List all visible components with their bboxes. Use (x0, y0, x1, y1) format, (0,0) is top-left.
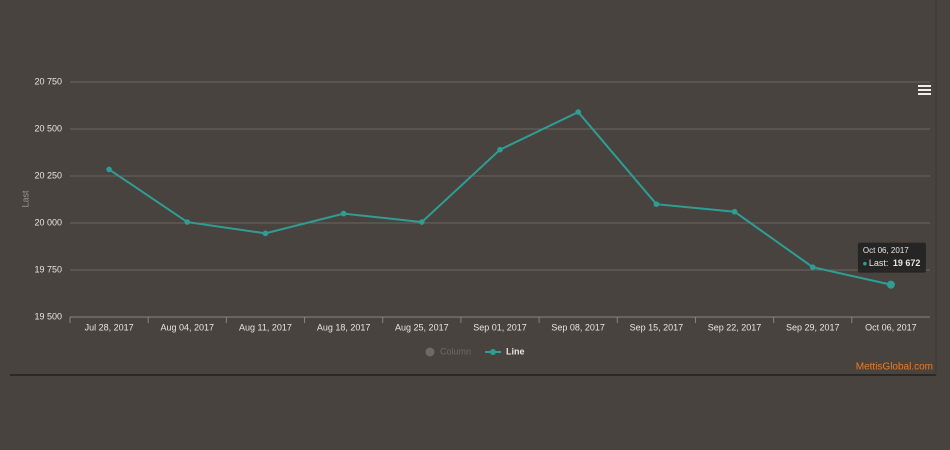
y-tick-label: 20 750 (34, 76, 62, 86)
menu-bar (918, 85, 931, 87)
tooltip-label: Last: (869, 258, 889, 268)
point (340, 210, 347, 217)
point (731, 208, 738, 215)
x-tick-label: Aug 11, 2017 (239, 322, 292, 332)
x-tick-label: Aug 18, 2017 (317, 322, 371, 332)
tooltip-box (857, 242, 926, 273)
point (886, 280, 895, 289)
x-tick-label: Aug 25, 2017 (395, 322, 449, 332)
x-tick-label: Oct 06, 2017 (865, 322, 917, 332)
menu-bar (918, 93, 931, 95)
y-axis-label: Last (20, 190, 30, 208)
x-tick-label: Jul 28, 2017 (85, 322, 134, 332)
point (653, 201, 660, 207)
watermark: MettisGlobal.com (856, 362, 933, 373)
x-tick-label: Sep 15, 2017 (630, 322, 684, 332)
point (809, 264, 816, 270)
legend-label: Line (506, 346, 525, 356)
point (497, 146, 503, 153)
point (184, 219, 191, 225)
x-tick-label: Sep 01, 2017 (473, 322, 527, 332)
point (575, 109, 581, 115)
y-tick-label: 20 000 (34, 217, 62, 227)
x-tick-label: Aug 04, 2017 (160, 322, 214, 332)
point (106, 166, 112, 173)
tooltip: Oct 06, 2017 Last: 19 672 (857, 242, 926, 273)
y-tick-label: 20 250 (34, 170, 62, 180)
x-tick-label: Sep 22, 2017 (708, 322, 762, 332)
y-tick-label: 19 750 (34, 264, 62, 274)
legend-symbol (425, 347, 435, 357)
legend-symbol (490, 349, 496, 355)
tooltip-dot (863, 261, 867, 266)
point (262, 230, 269, 237)
legend-label: Column (440, 346, 471, 356)
tooltip-value: 19 672 (893, 258, 921, 268)
legend-item[interactable]: Column (425, 346, 472, 357)
x-tick-label: Sep 29, 2017 (786, 322, 840, 332)
menu-icon[interactable] (918, 85, 931, 95)
menu-bar (918, 89, 931, 91)
y-tick-label: 19 500 (34, 311, 62, 321)
x-tick-label: Sep 08, 2017 (551, 322, 605, 332)
tooltip-title: Oct 06, 2017 (863, 246, 909, 255)
legend-item[interactable]: Line (485, 346, 525, 356)
point (419, 219, 425, 225)
y-tick-label: 20 500 (34, 123, 62, 133)
